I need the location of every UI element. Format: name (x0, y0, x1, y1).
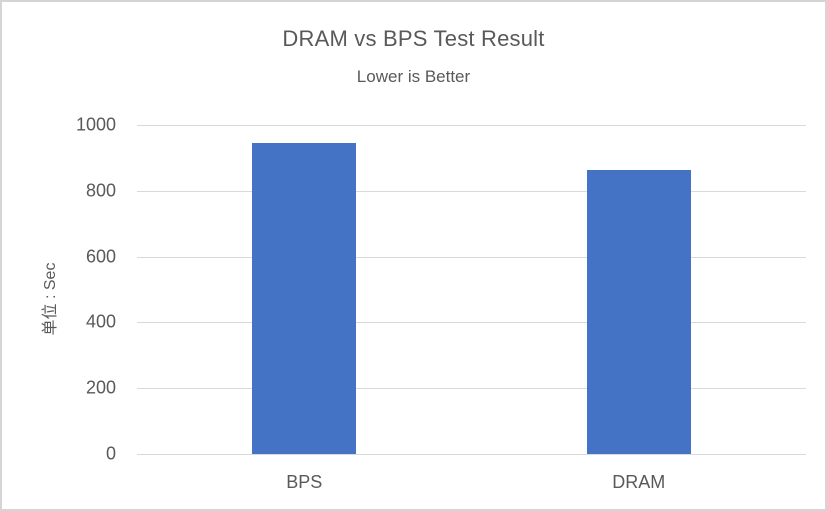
gridline (137, 256, 806, 258)
y-tick-label: 400 (85, 311, 116, 332)
gridline (137, 125, 806, 126)
gridline (137, 388, 806, 390)
bar-bps (252, 143, 357, 454)
x-axis-label-bps: BPS (286, 472, 323, 492)
chart-title: DRAM vs BPS Test Result (282, 26, 545, 51)
y-tick-label: 1000 (75, 114, 116, 135)
y-tick-label: 200 (85, 377, 116, 398)
y-tick-label: 800 (85, 180, 116, 201)
x-axis-line (137, 454, 806, 455)
y-tick-label: 600 (85, 246, 116, 267)
bar-dram (586, 170, 691, 454)
x-axis-label-dram: DRAM (612, 472, 666, 492)
gridline (137, 322, 806, 324)
gridline (137, 190, 806, 192)
y-tick-label: 0 (105, 443, 116, 464)
chart-subtitle: Lower is Better (356, 67, 471, 86)
